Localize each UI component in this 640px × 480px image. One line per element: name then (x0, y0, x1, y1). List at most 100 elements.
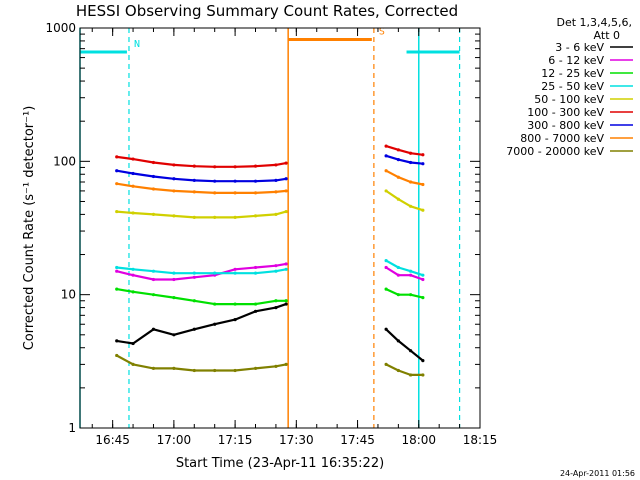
series-2-point (213, 302, 217, 306)
series-7-point (192, 190, 196, 194)
legend-header-line-2: Att 0 (594, 29, 620, 42)
series-6-point (233, 179, 237, 183)
series-0-segment-0 (116, 303, 287, 345)
series-7-segment-0 (116, 182, 287, 194)
series-3-point (284, 267, 288, 271)
series-7-point (233, 191, 237, 195)
series-4-point (151, 212, 156, 216)
series-7-point (253, 191, 258, 195)
series-0-point (172, 333, 176, 337)
series-5-point (233, 165, 237, 169)
series-2-point (274, 299, 278, 303)
series-4-point (213, 215, 217, 219)
series-6-point (409, 160, 413, 165)
series-4-segment-1 (385, 189, 424, 212)
series-0-point (151, 327, 156, 331)
series-0-point (284, 302, 288, 306)
series-3-point (384, 259, 388, 263)
saa-label: S (379, 26, 385, 37)
series-3-point (151, 269, 156, 273)
x-tick-label: 18:15 (463, 433, 498, 447)
series-6-point (192, 178, 196, 182)
series-3-segment-1 (385, 259, 424, 277)
series-7-point (384, 169, 388, 173)
series-5-point (253, 164, 258, 168)
series-5-point (274, 163, 278, 167)
series-4-point (421, 208, 425, 212)
series-8-point (131, 362, 135, 366)
series-8-point (284, 362, 288, 366)
series-7-point (421, 182, 425, 187)
x-axis-label: Start Time (23-Apr-11 16:35:22) (176, 456, 384, 471)
series-0-point (396, 339, 400, 343)
series-7-segment-1 (385, 169, 424, 186)
series-7-point (131, 184, 135, 188)
series-1-point (115, 269, 119, 273)
series-3-point (131, 267, 135, 271)
series-2-segment-0 (116, 288, 287, 306)
series-4-point (284, 209, 288, 214)
axes: 16:45 17:00 17:15 17:30 17:45 18:00 18:15 1 10 10… (45, 21, 497, 447)
series-6-point (131, 171, 135, 176)
series-1-point (151, 277, 156, 282)
legend-header-line-1: Det 1,3,4,5,6, (556, 16, 632, 29)
series-2-point (421, 296, 425, 300)
series-1-point (409, 273, 413, 277)
series-1-point (131, 273, 135, 277)
series-5-point (115, 155, 119, 159)
series-1-point (274, 264, 278, 268)
series-0-point (213, 322, 217, 326)
series-0-point (253, 309, 258, 313)
legend-label-4: 50 - 100 keV (534, 93, 604, 106)
series-0-point (409, 349, 413, 353)
series-2-point (409, 293, 413, 297)
series-8-point (421, 373, 425, 377)
series-7-point (151, 187, 156, 191)
series-8-point (192, 368, 196, 373)
series-8-point (233, 368, 237, 373)
series-2-point (151, 293, 156, 297)
series-8-point (172, 366, 176, 370)
series-8-point (115, 353, 119, 358)
series-3-segment-0 (116, 266, 287, 275)
series-8-point (151, 366, 156, 370)
series-0-point (384, 327, 388, 331)
series-4-point (131, 211, 135, 215)
series-2-point (172, 296, 176, 300)
x-tick-label: 17:00 (157, 433, 192, 447)
series-7-point (213, 191, 217, 195)
legend-label-8: 7000 - 20000 keV (506, 145, 604, 158)
series-7-point (284, 189, 288, 193)
series-4-point (172, 214, 176, 218)
series-1-point (284, 262, 288, 266)
series-8-segment-1 (385, 363, 423, 376)
chart-title: HESSI Observing Summary Count Rates, Cor… (76, 2, 458, 20)
series-4-point (192, 215, 196, 219)
series-5-point (172, 163, 176, 167)
series-4-point (384, 189, 388, 193)
series-5-point (396, 148, 400, 152)
series-2-segment-1 (385, 288, 424, 299)
series-7-point (274, 190, 278, 194)
series-6-point (151, 174, 156, 179)
series-7-point (172, 189, 176, 193)
series-5-point (384, 144, 388, 148)
series-8-point (384, 362, 388, 366)
series-4-point (274, 212, 278, 216)
x-tick-label: 17:45 (340, 433, 375, 447)
series-5-point (151, 160, 156, 165)
y-tick-label: 100 (53, 154, 76, 168)
series-6-point (284, 177, 288, 181)
plot-area: NS (79, 26, 461, 428)
series-2-point (115, 287, 119, 291)
series-5-point (213, 165, 217, 169)
x-tick-label: 18:00 (401, 433, 436, 447)
series-6-point (396, 158, 400, 162)
legend-label-7: 800 - 7000 keV (520, 132, 604, 145)
series-1-point (192, 275, 196, 279)
y-tick-label: 1 (68, 421, 76, 435)
series-5-segment-1 (385, 145, 424, 156)
series-4-point (115, 209, 119, 214)
series-3-point (172, 271, 176, 275)
